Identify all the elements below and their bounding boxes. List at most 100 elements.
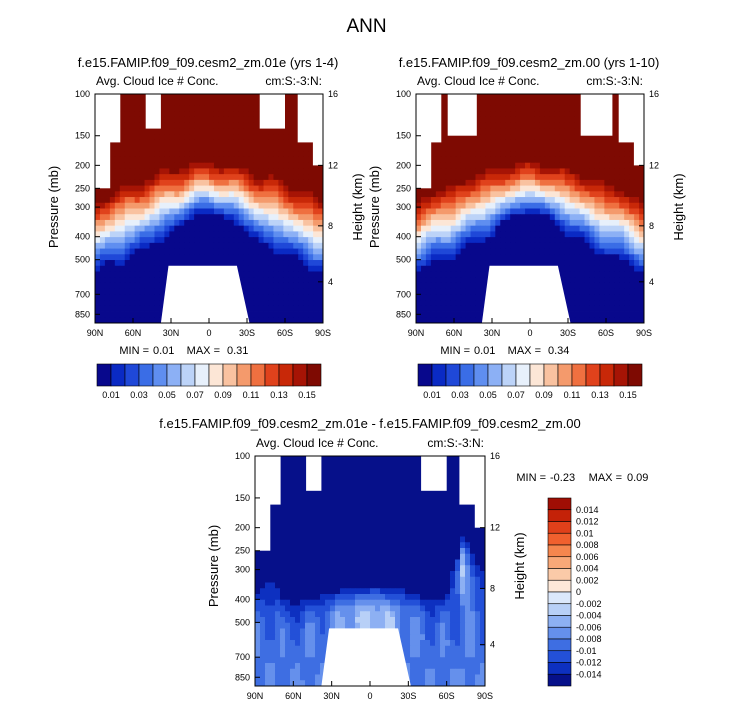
heatmap-cell: [169, 139, 175, 146]
heatmap-cell: [218, 225, 225, 232]
heatmap-cell: [569, 197, 576, 204]
heatmap-cell: [253, 242, 259, 249]
heatmap-cell: [280, 507, 286, 514]
heatmap-cell: [290, 571, 296, 578]
heatmap-cell: [194, 179, 200, 187]
heatmap-cell: [455, 248, 462, 255]
heatmap-cell: [144, 151, 150, 158]
heatmap-cell: [179, 185, 185, 192]
heatmap-cell: [99, 225, 106, 232]
heatmap-cell: [119, 254, 126, 261]
heatmap-cell: [569, 300, 576, 307]
heatmap-cell: [599, 271, 605, 278]
heatmap-cell: [530, 231, 536, 238]
heatmap-cell: [594, 294, 600, 301]
heatmap-cell: [435, 191, 442, 198]
heatmap-cell: [594, 214, 600, 221]
heatmap-cell: [584, 242, 590, 249]
heatmap-cell: [470, 305, 476, 312]
heatmap-cell: [209, 248, 215, 255]
x-tick-label: 90N: [87, 328, 104, 338]
heatmap-cell: [179, 219, 185, 227]
heatmap-cell: [505, 214, 511, 221]
heatmap-cell: [380, 565, 386, 572]
heatmap-cell: [144, 168, 150, 175]
heatmap-cell: [144, 282, 150, 290]
heatmap-cell: [255, 565, 261, 572]
heatmap-cell: [340, 525, 346, 532]
heatmap-cell: [485, 271, 491, 278]
heatmap-cell: [425, 231, 432, 238]
heatmap-cell: [455, 231, 462, 238]
heatmap-cell: [604, 237, 610, 244]
heatmap-cell: [288, 288, 294, 295]
heatmap-cell: [639, 248, 645, 255]
heatmap-cell: [520, 116, 526, 124]
heatmap-cell: [400, 530, 406, 537]
heatmap-cell: [534, 219, 541, 227]
heatmap-cell: [313, 237, 319, 244]
x-tick-label: 90S: [315, 328, 331, 338]
heatmap-cell: [345, 594, 351, 601]
heatmap-cell: [280, 548, 286, 555]
heatmap-cell: [298, 208, 304, 215]
heatmap-cell: [258, 162, 264, 169]
heatmap-cell: [223, 162, 230, 169]
heatmap-cell: [293, 288, 299, 295]
heatmap-cell: [335, 530, 341, 537]
heatmap-cell: [375, 490, 381, 497]
heatmap-cell: [295, 559, 301, 566]
heatmap-cell: [268, 231, 274, 238]
heatmap-cell: [325, 530, 331, 537]
heatmap-cell: [554, 145, 561, 152]
heatmap-cell: [569, 317, 576, 324]
colorbar-swatch: [599, 363, 615, 387]
heatmap-cell: [515, 174, 521, 181]
heatmap-cell: [233, 225, 240, 232]
heatmap-cell: [223, 145, 230, 152]
heatmap-cell: [283, 311, 289, 318]
heatmap-cell: [475, 128, 481, 135]
heatmap-cell: [445, 576, 451, 583]
heatmap-cell: [619, 145, 625, 152]
heatmap-cell: [119, 94, 126, 101]
heatmap-cell: [154, 282, 160, 290]
heatmap-cell: [534, 208, 541, 215]
heatmap-cell: [520, 242, 526, 249]
heatmap-cell: [275, 542, 281, 549]
heatmap-cell: [228, 151, 235, 158]
heatmap-cell: [258, 225, 264, 232]
heatmap-cell: [564, 277, 571, 284]
heatmap-cell: [480, 99, 486, 106]
heatmap-cell: [604, 202, 610, 209]
heatmap-cell: [298, 265, 304, 272]
heatmap-cell: [149, 225, 155, 232]
heatmap-cell: [293, 202, 299, 209]
heatmap-cell: [365, 461, 371, 468]
heatmap-cell: [273, 128, 279, 135]
heatmap-cell: [174, 174, 180, 181]
heatmap-cell: [308, 305, 314, 312]
heatmap-cell: [204, 254, 210, 261]
heatmap-cell: [495, 242, 501, 249]
heatmap-cell: [475, 294, 481, 301]
heatmap-cell: [425, 594, 431, 601]
heatmap-cell: [258, 174, 264, 181]
heatmap-cell: [109, 191, 116, 198]
heatmap-cell: [139, 271, 145, 278]
heatmap-cell: [313, 191, 319, 198]
heatmap-cell: [480, 254, 486, 261]
heatmap-cell: [209, 231, 215, 238]
heatmap-cell: [315, 490, 321, 497]
heatmap-cell: [119, 214, 126, 221]
heatmap-cell: [465, 145, 471, 152]
heatmap-cell: [515, 139, 521, 146]
heatmap-cell: [129, 197, 136, 204]
heatmap-cell: [139, 277, 145, 284]
heatmap-cell: [385, 502, 391, 509]
heatmap-cell: [554, 111, 561, 118]
heatmap-cell: [634, 185, 640, 192]
heatmap-cell: [360, 507, 366, 514]
heatmap-cell: [189, 145, 195, 152]
heatmap-cell: [129, 111, 136, 118]
